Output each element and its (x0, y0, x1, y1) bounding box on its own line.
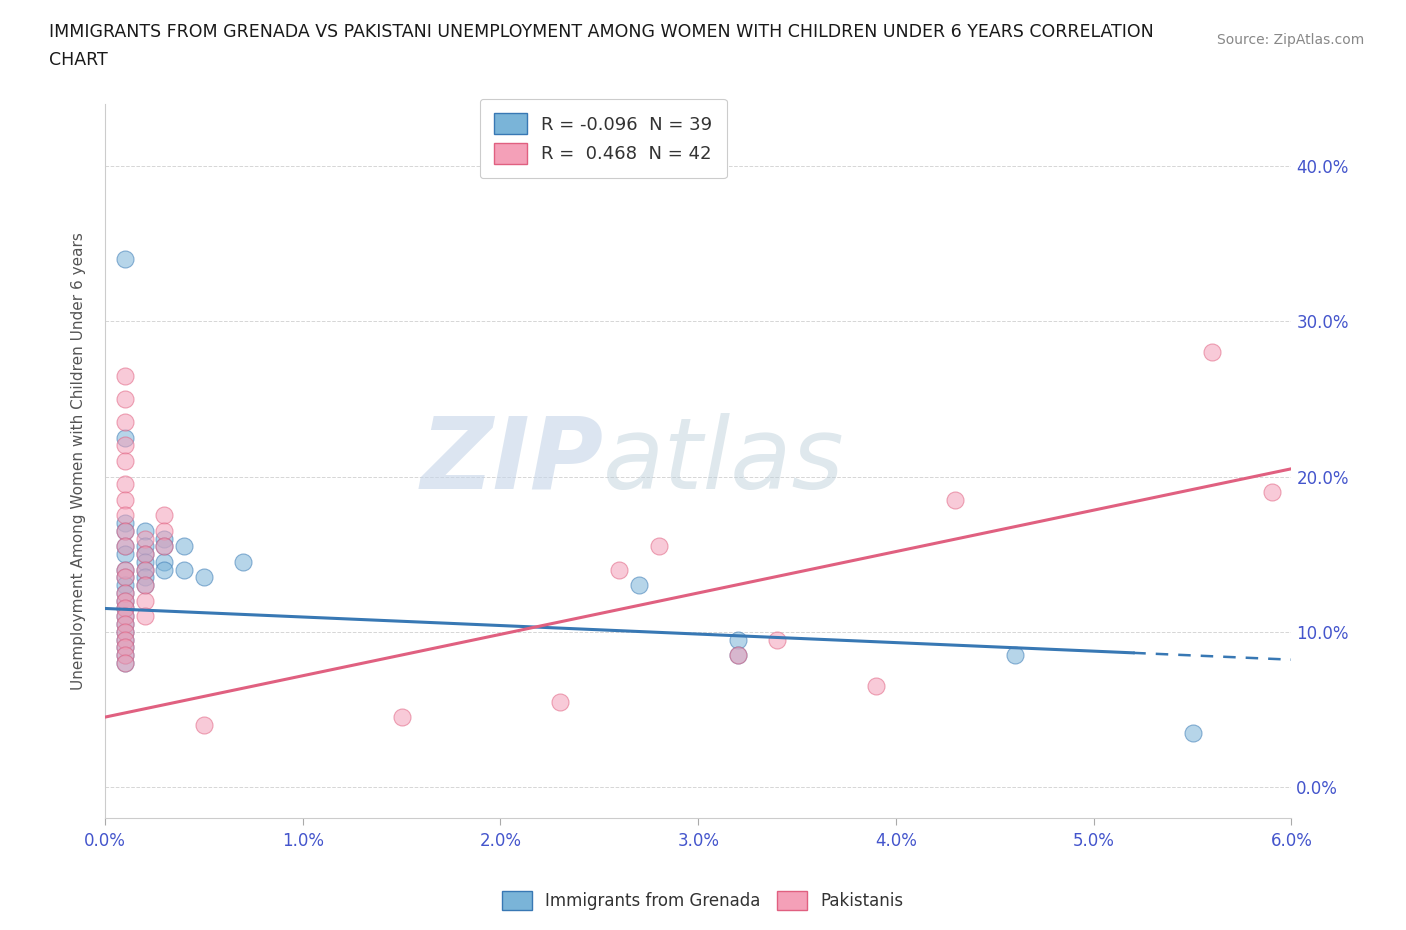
Text: atlas: atlas (603, 413, 845, 510)
Point (727, 647, 749, 662)
Y-axis label: Unemployment Among Women with Children Under 6 years: Unemployment Among Women with Children U… (72, 232, 86, 690)
Point (114, 477, 136, 492)
Point (193, 717, 215, 732)
Point (114, 640, 136, 655)
Point (114, 578, 136, 592)
Point (114, 656, 136, 671)
Point (607, 563, 630, 578)
Point (114, 601, 136, 616)
Legend: R = -0.096  N = 39, R =  0.468  N = 42: R = -0.096 N = 39, R = 0.468 N = 42 (479, 99, 727, 179)
Point (766, 632, 789, 647)
Point (153, 531, 176, 546)
Point (1181, 725, 1204, 740)
Point (153, 538, 176, 553)
Point (727, 632, 749, 647)
Point (114, 431, 136, 445)
Point (134, 524, 156, 538)
Point (865, 679, 887, 694)
Point (114, 538, 136, 553)
Point (134, 570, 156, 585)
Point (134, 531, 156, 546)
Point (114, 524, 136, 538)
Point (114, 609, 136, 624)
Point (114, 586, 136, 601)
Point (134, 578, 156, 592)
Point (114, 601, 136, 616)
Point (114, 586, 136, 601)
Point (134, 609, 156, 624)
Point (627, 578, 650, 592)
Legend: Immigrants from Grenada, Pakistanis: Immigrants from Grenada, Pakistanis (495, 884, 911, 917)
Point (114, 593, 136, 608)
Point (173, 563, 195, 578)
Point (173, 538, 195, 553)
Point (114, 368, 136, 383)
Point (114, 632, 136, 647)
Point (647, 538, 669, 553)
Point (114, 647, 136, 662)
Point (134, 578, 156, 592)
Point (134, 563, 156, 578)
Point (114, 547, 136, 562)
Point (727, 647, 749, 662)
Point (114, 593, 136, 608)
Point (114, 647, 136, 662)
Point (548, 694, 571, 709)
Point (134, 538, 156, 553)
Point (1260, 485, 1282, 499)
Point (193, 570, 215, 585)
Point (153, 538, 176, 553)
Point (153, 508, 176, 523)
Point (114, 617, 136, 631)
Point (114, 524, 136, 538)
Point (114, 640, 136, 655)
Point (153, 563, 176, 578)
Point (114, 538, 136, 553)
Point (232, 554, 254, 569)
Text: CHART: CHART (49, 51, 108, 69)
Point (134, 547, 156, 562)
Point (134, 547, 156, 562)
Point (943, 492, 966, 507)
Point (134, 563, 156, 578)
Point (114, 632, 136, 647)
Point (114, 609, 136, 624)
Point (114, 492, 136, 507)
Point (114, 392, 136, 406)
Point (114, 624, 136, 639)
Point (114, 570, 136, 585)
Text: ZIP: ZIP (420, 413, 603, 510)
Text: Source: ZipAtlas.com: Source: ZipAtlas.com (1216, 33, 1364, 46)
Point (114, 508, 136, 523)
Point (1201, 345, 1223, 360)
Point (114, 415, 136, 430)
Point (114, 624, 136, 639)
Point (114, 252, 136, 267)
Point (391, 710, 413, 724)
Point (114, 563, 136, 578)
Point (1004, 647, 1026, 662)
Point (114, 438, 136, 453)
Point (114, 454, 136, 469)
Point (114, 515, 136, 530)
Point (153, 554, 176, 569)
Point (114, 570, 136, 585)
Point (134, 554, 156, 569)
Point (114, 617, 136, 631)
Point (153, 524, 176, 538)
Point (114, 563, 136, 578)
Text: IMMIGRANTS FROM GRENADA VS PAKISTANI UNEMPLOYMENT AMONG WOMEN WITH CHILDREN UNDE: IMMIGRANTS FROM GRENADA VS PAKISTANI UNE… (49, 23, 1154, 41)
Point (134, 593, 156, 608)
Point (114, 656, 136, 671)
